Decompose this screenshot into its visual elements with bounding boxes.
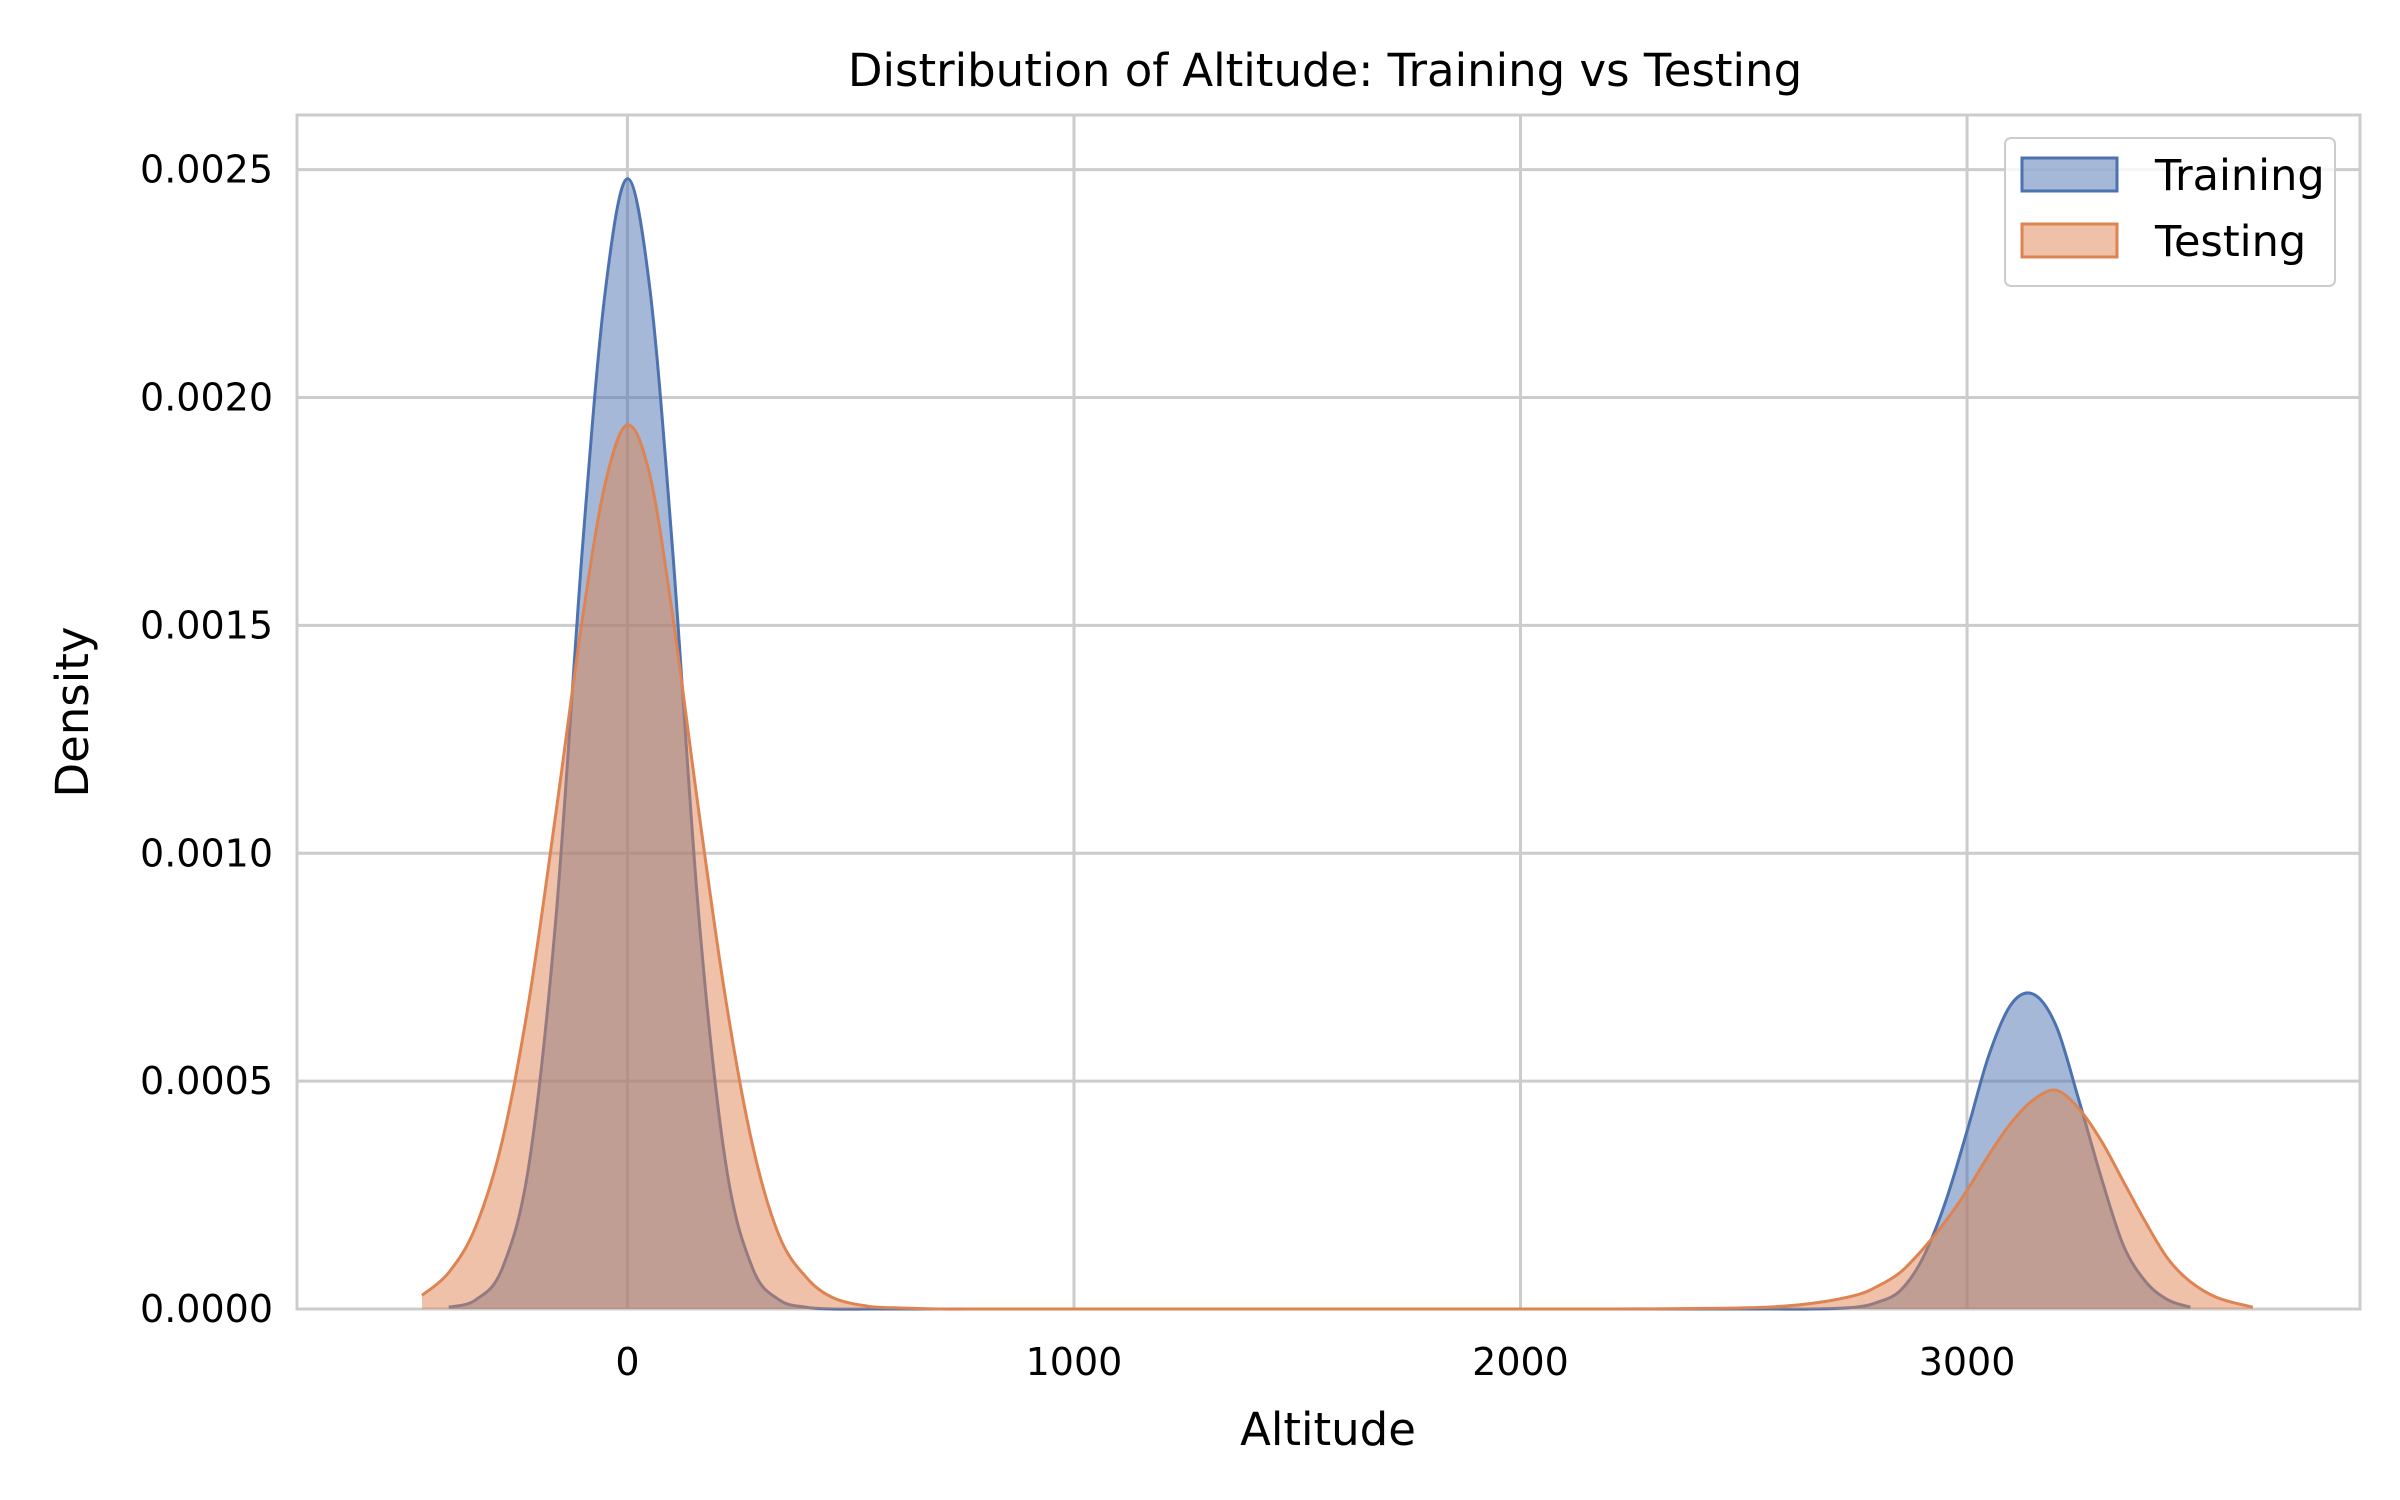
y-tick-label: 0.0010 <box>140 831 273 875</box>
y-axis-ticks: 0.0000 0.0005 0.0010 0.0015 0.0020 0.0025 <box>140 148 273 1331</box>
legend-label-testing: Testing <box>2154 217 2306 267</box>
y-tick-label: 0.0005 <box>140 1059 273 1103</box>
x-tick-label: 2000 <box>1472 1340 1569 1384</box>
legend-label-training: Training <box>2154 151 2325 201</box>
legend: Training Testing <box>2004 137 2336 287</box>
legend-swatch-training <box>2020 156 2119 193</box>
x-axis-label: Altitude <box>1240 1403 1416 1456</box>
density-areas <box>421 177 2254 1311</box>
x-tick-label: 0 <box>615 1340 639 1384</box>
y-tick-label: 0.0015 <box>140 603 273 647</box>
y-axis-label: Density <box>46 626 99 797</box>
y-tick-label: 0.0020 <box>140 376 273 420</box>
density-line-testing <box>421 423 2254 1311</box>
x-axis-ticks: 0 1000 2000 3000 <box>615 1340 2015 1384</box>
y-tick-label: 0.0025 <box>140 148 273 192</box>
x-tick-label: 1000 <box>1026 1340 1123 1384</box>
y-tick-label: 0.0000 <box>140 1287 273 1331</box>
legend-swatch-testing <box>2020 222 2119 259</box>
x-tick-label: 3000 <box>1919 1340 2016 1384</box>
chart-title: Distribution of Altitude: Training vs Te… <box>848 44 1802 97</box>
density-area-testing <box>422 424 2253 1310</box>
